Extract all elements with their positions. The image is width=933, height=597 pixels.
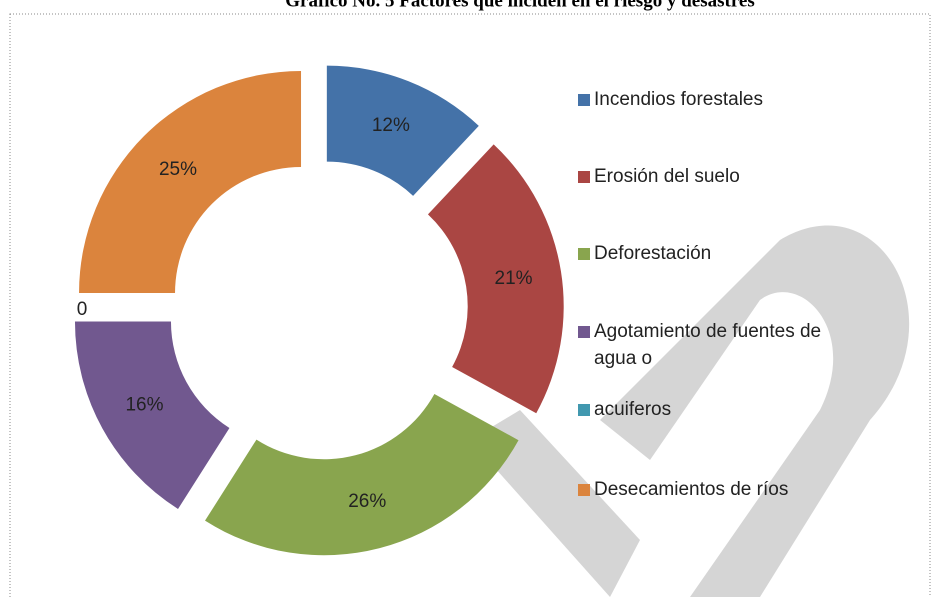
legend-swatch — [578, 326, 590, 338]
legend-label: Deforestación — [594, 243, 712, 264]
legend-label: Agotamiento de fuentes de agua o — [594, 321, 822, 369]
data-label: 0 — [77, 299, 88, 320]
donut-slice — [326, 65, 479, 196]
legend-label: Erosión del suelo — [594, 166, 740, 187]
watermark — [470, 225, 910, 597]
donut-slice — [205, 393, 519, 556]
legend-item: Deforestación — [578, 240, 864, 267]
data-label: 12% — [372, 115, 410, 136]
legend-item: Incendios forestales — [578, 86, 864, 113]
donut-slice — [427, 144, 564, 414]
legend-item: Agotamiento de fuentes de agua o — [578, 318, 864, 372]
legend-swatch — [578, 248, 590, 260]
data-label: 16% — [125, 394, 163, 415]
chart-title: Grafico No. 5 Factores que inciden en el… — [285, 0, 754, 11]
legend-swatch — [578, 171, 590, 183]
donut-slice — [74, 321, 230, 510]
donut-slice — [79, 71, 302, 294]
data-label: 21% — [495, 268, 533, 289]
data-label: 25% — [159, 159, 197, 180]
frame — [9, 13, 931, 597]
legend-label: Desecamientos de ríos — [594, 479, 789, 500]
legend-item: Desecamientos de ríos — [578, 476, 864, 503]
legend-label: Incendios forestales — [594, 89, 763, 110]
legend-label: acuiferos — [594, 399, 672, 420]
legend-swatch — [578, 404, 590, 416]
legend-item: Erosión del suelo — [578, 163, 864, 190]
legend-item: acuiferos — [578, 396, 864, 423]
legend-swatch — [578, 484, 590, 496]
data-label: 26% — [348, 491, 386, 512]
legend-swatch — [578, 94, 590, 106]
